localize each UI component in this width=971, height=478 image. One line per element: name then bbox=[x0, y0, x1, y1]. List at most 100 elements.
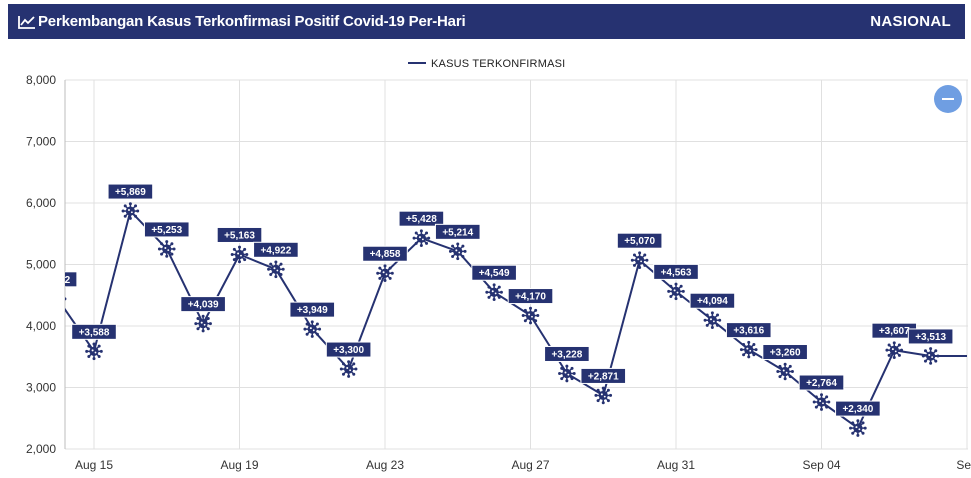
virus-marker bbox=[121, 202, 140, 220]
data-label: +3,260 bbox=[762, 344, 808, 361]
data-label-text: +2,764 bbox=[806, 378, 837, 389]
header-title: Perkembangan Kasus Terkonfirmasi Positif… bbox=[38, 13, 466, 30]
header-scope: NASIONAL bbox=[870, 13, 951, 30]
data-label-box bbox=[180, 296, 226, 313]
data-label: +4,922 bbox=[253, 241, 299, 258]
chart-header: Perkembangan Kasus Terkonfirmasi Positif… bbox=[8, 4, 965, 39]
legend: KASUS TERKONFIRMASI bbox=[408, 58, 565, 70]
data-label: +3,228 bbox=[544, 345, 590, 362]
data-label-box bbox=[835, 400, 881, 417]
y-tick-label: 3,000 bbox=[26, 381, 56, 395]
data-label-box bbox=[107, 183, 154, 200]
data-label-box bbox=[580, 367, 627, 384]
virus-marker bbox=[885, 341, 904, 359]
data-label: +5,163 bbox=[216, 226, 263, 243]
data-label-box bbox=[362, 245, 408, 262]
data-label-text: +4,858 bbox=[370, 249, 401, 260]
x-tick-label: Aug 15 bbox=[75, 458, 113, 472]
data-label-text: +5,214 bbox=[442, 227, 473, 238]
data-label: +5,869 bbox=[107, 183, 154, 200]
data-label-text: +4,170 bbox=[515, 292, 546, 303]
data-label: +2,764 bbox=[798, 374, 845, 391]
data-label-text: +4,549 bbox=[479, 268, 510, 279]
x-tick-label: Sep 04 bbox=[802, 458, 840, 472]
data-label: +2,340 bbox=[835, 400, 881, 417]
data-label-text: +5,163 bbox=[224, 230, 255, 241]
data-label-box bbox=[798, 374, 845, 391]
data-label-box bbox=[689, 292, 736, 309]
y-tick-label: 8,000 bbox=[26, 73, 56, 87]
virus-marker bbox=[267, 260, 285, 279]
data-label: +3,588 bbox=[71, 323, 117, 340]
data-label-text: +5,428 bbox=[406, 214, 437, 225]
virus-marker bbox=[412, 229, 431, 247]
data-label: +4,170 bbox=[507, 288, 554, 305]
data-label-text: +5,070 bbox=[624, 236, 655, 247]
data-label-box bbox=[544, 345, 590, 362]
y-tick-label: 6,000 bbox=[26, 196, 56, 210]
virus-marker bbox=[376, 264, 394, 283]
data-label-box bbox=[398, 210, 445, 227]
data-label: +5,428 bbox=[398, 210, 445, 227]
data-label-box bbox=[907, 328, 954, 345]
virus-marker bbox=[157, 240, 176, 258]
data-label: +5,214 bbox=[434, 223, 481, 240]
x-tick-label: Aug 27 bbox=[511, 458, 549, 472]
data-label: +5,253 bbox=[143, 221, 190, 238]
x-tick-label: Sep bbox=[956, 458, 971, 472]
data-label-box bbox=[471, 264, 517, 281]
virus-marker bbox=[230, 245, 249, 264]
x-tick-label: Aug 19 bbox=[220, 458, 258, 472]
data-label: +4,549 bbox=[471, 264, 517, 281]
zoom-out-button[interactable] bbox=[934, 85, 962, 113]
data-label: +3,513 bbox=[907, 328, 954, 345]
data-label-box bbox=[507, 288, 554, 305]
virus-marker bbox=[703, 311, 722, 330]
virus-marker bbox=[339, 360, 358, 378]
virus-marker bbox=[776, 362, 794, 381]
x-tick-label: Aug 31 bbox=[657, 458, 695, 472]
y-tick-label: 4,000 bbox=[26, 319, 56, 333]
virus-marker bbox=[303, 320, 322, 338]
header-left: Perkembangan Kasus Terkonfirmasi Positif… bbox=[18, 4, 466, 39]
data-label: +3,949 bbox=[289, 301, 336, 318]
data-label-text: +3,300 bbox=[333, 345, 364, 356]
virus-marker bbox=[812, 393, 831, 411]
data-label-text: +3,228 bbox=[551, 349, 582, 360]
data-label-box bbox=[216, 226, 263, 243]
data-label-box bbox=[65, 271, 78, 288]
data-label-box bbox=[143, 221, 190, 238]
virus-marker bbox=[521, 306, 540, 325]
x-tick-label: Aug 23 bbox=[366, 458, 404, 472]
virus-marker bbox=[85, 342, 103, 361]
data-label-box bbox=[616, 232, 663, 249]
series-line bbox=[65, 210, 967, 430]
data-label-text: +5,253 bbox=[151, 225, 182, 236]
data-label-text: +3,260 bbox=[770, 348, 801, 359]
virus-marker bbox=[849, 419, 867, 437]
data-label-text: +3,513 bbox=[915, 332, 946, 343]
virus-marker bbox=[667, 282, 685, 301]
data-label-text: +3,949 bbox=[297, 305, 328, 316]
data-label-box bbox=[434, 223, 481, 240]
data-label: +3,616 bbox=[725, 322, 772, 339]
data-label-box bbox=[725, 322, 772, 339]
data-label-box bbox=[325, 341, 372, 358]
data-label: 4,442 bbox=[45, 271, 78, 288]
data-label-text: +4,039 bbox=[188, 300, 219, 311]
legend-label: KASUS TERKONFIRMASI bbox=[431, 58, 565, 70]
data-label: +4,039 bbox=[180, 296, 226, 313]
data-label: +2,871 bbox=[580, 367, 627, 384]
data-label-text: +5,869 bbox=[115, 187, 146, 198]
data-label-text: 4,442 bbox=[45, 275, 70, 286]
data-label: +4,094 bbox=[689, 292, 736, 309]
virus-marker bbox=[194, 314, 212, 333]
virus-marker bbox=[630, 251, 649, 269]
data-label-box bbox=[71, 323, 117, 340]
virus-marker bbox=[921, 347, 940, 365]
data-label: +5,070 bbox=[616, 232, 663, 249]
y-tick-label: 2,000 bbox=[26, 442, 56, 456]
y-tick-label: 5,000 bbox=[26, 258, 56, 272]
data-label: +4,858 bbox=[362, 245, 408, 262]
